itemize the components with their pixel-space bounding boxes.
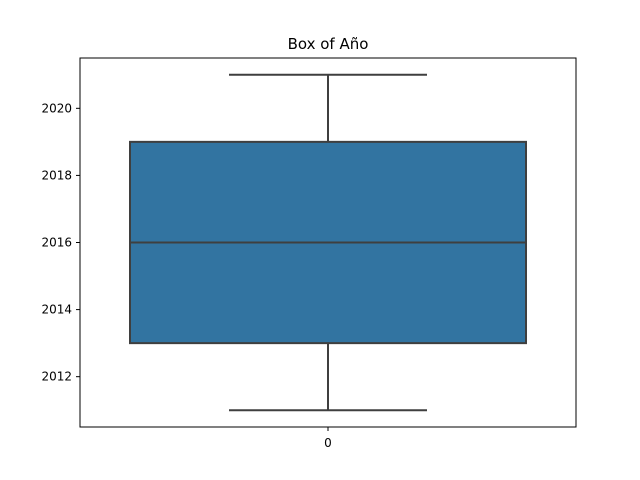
y-tick-label: 2016 [41,236,72,250]
chart-title: Box of Año [288,35,369,53]
y-tick-label: 2014 [41,303,72,317]
y-tick-label: 2018 [41,168,72,182]
x-tick-label: 0 [324,436,332,450]
y-tick-label: 2012 [41,370,72,384]
y-tick-label: 2020 [41,101,72,115]
plot-area: 2012 2014 2016 2018 2020 0 [41,57,577,450]
